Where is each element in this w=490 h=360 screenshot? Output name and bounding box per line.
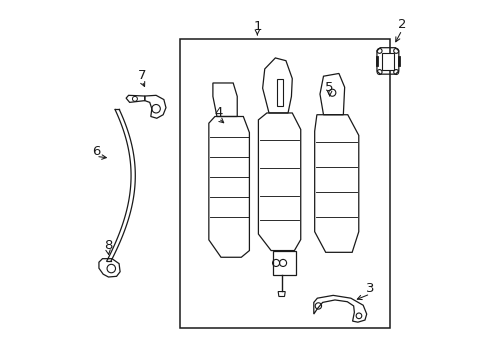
Text: 8: 8	[104, 239, 112, 252]
Text: 4: 4	[214, 107, 223, 120]
Text: 7: 7	[138, 69, 146, 82]
Text: 5: 5	[325, 81, 334, 94]
Text: 1: 1	[253, 20, 262, 33]
Bar	[272, 251, 296, 275]
Text: 2: 2	[398, 18, 406, 31]
Bar	[180, 39, 390, 328]
Text: 3: 3	[366, 282, 374, 295]
Text: 6: 6	[92, 145, 100, 158]
Bar	[382, 53, 394, 70]
Bar	[277, 78, 283, 106]
